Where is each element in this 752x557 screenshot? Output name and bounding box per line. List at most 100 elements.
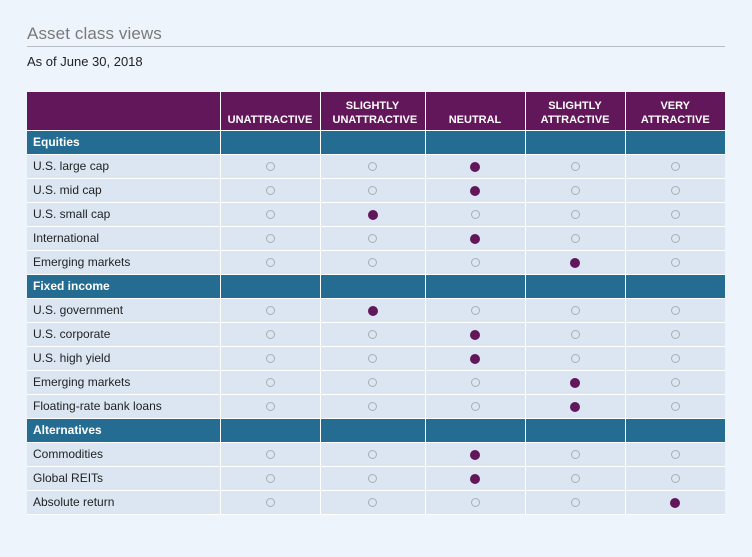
section-title: Fixed income [27,274,221,299]
section-row: Equities [27,130,725,155]
empty-circle-icon [265,258,275,268]
empty-circle-icon [570,498,580,508]
asset-class-name: Absolute return [27,490,221,515]
rating-cell [625,322,725,347]
rating-cell [220,322,321,347]
rating-cell [525,394,626,419]
empty-circle-icon [570,330,580,340]
rating-cell [220,202,321,227]
title-divider [27,46,725,47]
rating-cell [525,154,626,179]
rating-cell [425,370,526,395]
asset-class-name: Global REITs [27,466,221,491]
rating-cell [525,322,626,347]
table-row: U.S. government [27,298,725,323]
empty-circle-icon [265,234,275,244]
rating-cell [625,298,725,323]
rating-cell [425,298,526,323]
rating-cell [525,346,626,371]
rating-cell [425,178,526,203]
table-row: U.S. large cap [27,154,725,179]
rating-cell [425,466,526,491]
empty-circle-icon [570,474,580,484]
rating-cell [625,154,725,179]
empty-circle-icon [570,234,580,244]
empty-circle-icon [368,354,377,364]
asset-class-name: U.S. high yield [27,346,221,371]
section-cell [425,274,526,299]
selected-dot-icon [670,497,681,508]
table-row: Global REITs [27,466,725,491]
empty-circle-icon [265,402,275,412]
empty-circle-icon [368,258,377,268]
page-title: Asset class views [27,24,162,43]
asset-class-name: Floating-rate bank loans [27,394,221,419]
rating-cell [625,442,725,467]
column-header-very-attractive: VERY ATTRACTIVE [625,92,725,131]
empty-circle-icon [265,162,275,172]
empty-circle-icon [368,330,377,340]
selected-dot-icon [367,209,378,220]
rating-cell [220,346,321,371]
empty-circle-icon [368,186,377,196]
rating-cell [425,490,526,515]
column-header-unattractive: UNATTRACTIVE [220,92,321,131]
empty-circle-icon [670,402,680,412]
rating-cell [320,154,426,179]
empty-circle-icon [265,210,275,220]
selected-dot-icon [470,449,480,460]
empty-circle-icon [670,234,680,244]
column-header-slightly-unattractive: SLIGHTLY UNATTRACTIVE [320,92,426,131]
empty-circle-icon [670,186,680,196]
empty-circle-icon [570,162,580,172]
table-row: U.S. mid cap [27,178,725,203]
column-header-slightly-attractive: SLIGHTLY ATTRACTIVE [525,92,626,131]
rating-cell [425,154,526,179]
empty-circle-icon [265,450,275,460]
empty-circle-icon [368,474,377,484]
table-row: U.S. small cap [27,202,725,227]
rating-cell [320,250,426,275]
section-cell [525,418,626,443]
empty-circle-icon [670,378,680,388]
empty-circle-icon [265,306,275,316]
selected-dot-icon [470,329,480,340]
rating-cell [525,466,626,491]
table-row: U.S. corporate [27,322,725,347]
rating-cell [625,250,725,275]
rating-cell [425,226,526,251]
empty-circle-icon [470,378,480,388]
rating-cell [320,466,426,491]
column-header-text: VERY ATTRACTIVE [640,99,710,126]
rating-cell [525,442,626,467]
table-row: U.S. high yield [27,346,725,371]
empty-circle-icon [670,450,680,460]
selected-dot-icon [470,233,480,244]
empty-circle-icon [265,186,275,196]
rating-cell [425,442,526,467]
empty-circle-icon [670,210,680,220]
section-row: Alternatives [27,418,725,443]
rating-cell [625,178,725,203]
asset-class-name: U.S. small cap [27,202,221,227]
empty-circle-icon [265,474,275,484]
selected-dot-icon [570,377,580,388]
section-cell [320,130,426,155]
section-title: Alternatives [27,418,221,443]
empty-circle-icon [368,378,377,388]
rating-cell [220,298,321,323]
column-header-text: SLIGHTLY ATTRACTIVE [540,99,610,126]
rating-cell [525,298,626,323]
rating-cell [525,226,626,251]
asset-class-views-table: UNATTRACTIVE SLIGHTLY UNATTRACTIVE NEUTR… [27,92,725,515]
rating-cell [525,490,626,515]
rating-cell [220,394,321,419]
asset-class-name: U.S. mid cap [27,178,221,203]
table-row: Emerging markets [27,250,725,275]
section-cell [425,130,526,155]
empty-circle-icon [670,474,680,484]
table-row: Absolute return [27,490,725,515]
rating-cell [220,442,321,467]
rating-cell [220,490,321,515]
section-cell [525,274,626,299]
